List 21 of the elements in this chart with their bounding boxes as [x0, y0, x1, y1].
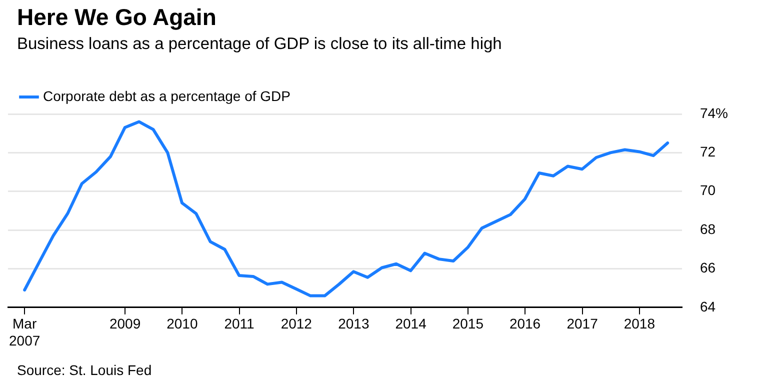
- chart-title: Here We Go Again: [17, 4, 216, 31]
- y-tick-label: 68: [700, 220, 716, 237]
- x-tick-label: 2009: [109, 316, 141, 332]
- y-tick-label: 74%: [700, 104, 728, 121]
- x-tick-label: 2015: [452, 316, 484, 332]
- y-tick-label: 72: [700, 144, 716, 160]
- y-tick-label: 66: [700, 260, 716, 276]
- x-tick-label: 2010: [166, 316, 198, 332]
- x-tick-label: 2012: [280, 316, 312, 332]
- y-tick-label: 70: [700, 182, 716, 198]
- x-tick-label: 2017: [566, 316, 598, 332]
- x-tick-label: 2013: [338, 316, 370, 332]
- x-tick-label: 2011: [224, 316, 255, 332]
- legend-label: Corporate debt as a percentage of GDP: [43, 88, 290, 104]
- source-note: Source: St. Louis Fed: [17, 362, 152, 378]
- x-tick-label: 2014: [395, 316, 427, 332]
- x-tick-label: Mar 2007: [9, 316, 40, 348]
- chart-subtitle: Business loans as a percentage of GDP is close to its all-time high: [17, 35, 502, 54]
- x-tick-label: 2018: [624, 316, 656, 332]
- y-tick-label: 64: [700, 298, 716, 314]
- x-tick-label: 2016: [509, 316, 541, 332]
